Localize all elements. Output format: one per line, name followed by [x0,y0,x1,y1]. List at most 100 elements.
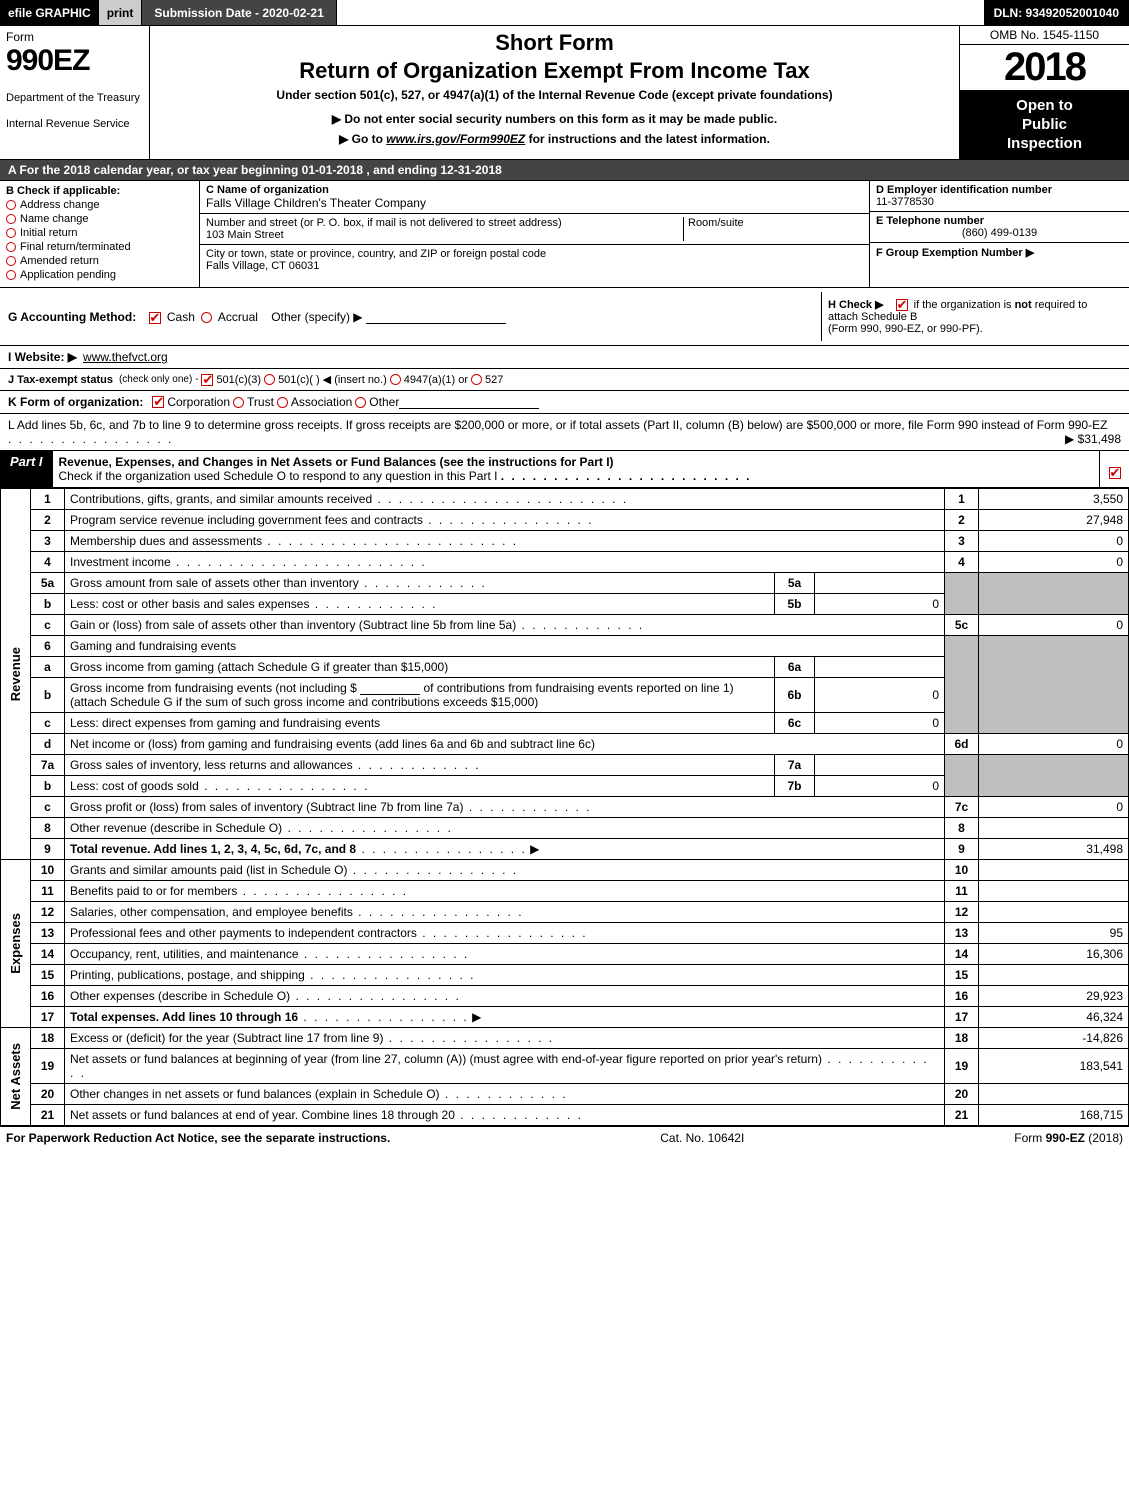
corp-checkbox[interactable] [152,396,164,408]
line-ref: 20 [945,1084,979,1105]
501c-label: 501(c)( ) ◀ (insert no.) [278,373,387,386]
assoc-radio[interactable] [277,397,288,408]
period-begin: 01-01-2018 [302,163,363,177]
goto-line: ▶ Go to www.irs.gov/Form990EZ for instru… [156,132,953,146]
h-checkbox[interactable] [896,299,908,311]
line-6b-fill[interactable] [360,681,420,695]
org-name-label: C Name of organization [206,184,426,196]
501c-radio[interactable] [264,374,275,385]
line-desc: Gaming and fundraising events [65,636,945,657]
radio-icon [6,214,16,224]
line-desc: Less: direct expenses from gaming and fu… [65,713,775,734]
line-num: 17 [31,1007,65,1028]
other-specify-field[interactable] [366,310,506,324]
line-g-label: G Accounting Method: [8,310,136,324]
line-amount [979,902,1129,923]
part1-schedule-o-check[interactable] [1099,451,1129,487]
line-desc: Gross income from fundraising events (no… [65,678,775,713]
chk-label: Application pending [20,269,116,281]
submission-date: Submission Date - 2020-02-21 [142,0,336,25]
lines-g-h: G Accounting Method: Cash Accrual Other … [0,288,1129,346]
grey-cell [945,755,979,797]
mini-ref: 7b [775,776,815,797]
line-ref: 8 [945,818,979,839]
line-desc: Other changes in net assets or fund bala… [65,1084,945,1105]
line-num: c [31,797,65,818]
line-ref: 11 [945,881,979,902]
radio-icon [6,256,16,266]
grey-cell [945,636,979,734]
footer-right: Form 990-EZ (2018) [1014,1131,1123,1145]
website-value[interactable]: www.thefvct.org [83,350,168,364]
box-c: C Name of organization Falls Village Chi… [200,181,869,287]
4947-radio[interactable] [390,374,401,385]
goto-post: for instructions and the latest informat… [525,132,770,146]
line-amount: 0 [979,615,1129,636]
period-end: 12-31-2018 [440,163,501,177]
chk-label: Final return/terminated [20,241,131,253]
line-num: 20 [31,1084,65,1105]
chk-amended-return[interactable]: Amended return [6,255,193,267]
chk-application-pending[interactable]: Application pending [6,269,193,281]
website-label: I Website: ▶ [8,350,77,364]
group-exemption-label: F Group Exemption Number ▶ [876,247,1034,259]
line-ref: 3 [945,531,979,552]
line-ref: 16 [945,986,979,1007]
line-num: 15 [31,965,65,986]
chk-address-change[interactable]: Address change [6,199,193,211]
h-text1: if the organization is [914,299,1015,311]
line-amount: 0 [979,531,1129,552]
line-ref: 13 [945,923,979,944]
501c3-checkbox[interactable] [201,374,213,386]
line-amount [979,965,1129,986]
print-button[interactable]: print [99,0,143,25]
line-amount: 0 [979,734,1129,755]
other-org-radio[interactable] [355,397,366,408]
line-desc: Membership dues and assessments [65,531,945,552]
accrual-radio[interactable] [201,312,212,323]
line-ref: 17 [945,1007,979,1028]
part1-header: Part I Revenue, Expenses, and Changes in… [0,450,1129,488]
line-num: 12 [31,902,65,923]
line-ref: 1 [945,489,979,510]
form-header: Form 990EZ Department of the Treasury In… [0,26,1129,160]
chk-final-return[interactable]: Final return/terminated [6,241,193,253]
line-desc: Grants and similar amounts paid (list in… [65,860,945,881]
topbar-spacer [337,0,984,25]
line-num: d [31,734,65,755]
mini-amount: 0 [815,678,945,713]
city-label: City or town, state or province, country… [206,248,546,260]
room-suite: Room/suite [683,217,863,241]
form-number: 990EZ [6,44,143,78]
line-desc: Gain or (loss) from sale of assets other… [65,615,945,636]
trust-radio[interactable] [233,397,244,408]
chk-initial-return[interactable]: Initial return [6,227,193,239]
line-num: 1 [31,489,65,510]
org-name-row: C Name of organization Falls Village Chi… [200,181,869,214]
mini-ref: 6a [775,657,815,678]
line-desc: Salaries, other compensation, and employ… [65,902,945,923]
line-desc: Program service revenue including govern… [65,510,945,531]
line-num: 8 [31,818,65,839]
expenses-side-label: Expenses [1,860,31,1028]
footer-left: For Paperwork Reduction Act Notice, see … [6,1131,390,1145]
ssn-advisory: ▶ Do not enter social security numbers o… [156,112,953,126]
other-org-field[interactable] [399,395,539,409]
line-num: 19 [31,1049,65,1084]
chk-name-change[interactable]: Name change [6,213,193,225]
line-num: 16 [31,986,65,1007]
dln-label: DLN: 93492052001040 [984,0,1129,25]
entity-block: B Check if applicable: Address change Na… [0,181,1129,288]
mini-ref: 6c [775,713,815,734]
cash-checkbox[interactable] [149,312,161,324]
cash-label: Cash [167,310,195,324]
city-value: Falls Village, CT 06031 [206,260,546,272]
line-amount: 16,306 [979,944,1129,965]
dots [8,432,173,446]
line-g-h-row: G Accounting Method: Cash Accrual Other … [0,288,1129,345]
527-radio[interactable] [471,374,482,385]
header-right: OMB No. 1545-1150 2018 Open to Public In… [959,26,1129,159]
irs-link[interactable]: www.irs.gov/Form990EZ [386,132,525,146]
box-e: E Telephone number (860) 499-0139 [870,212,1129,243]
radio-icon [6,200,16,210]
